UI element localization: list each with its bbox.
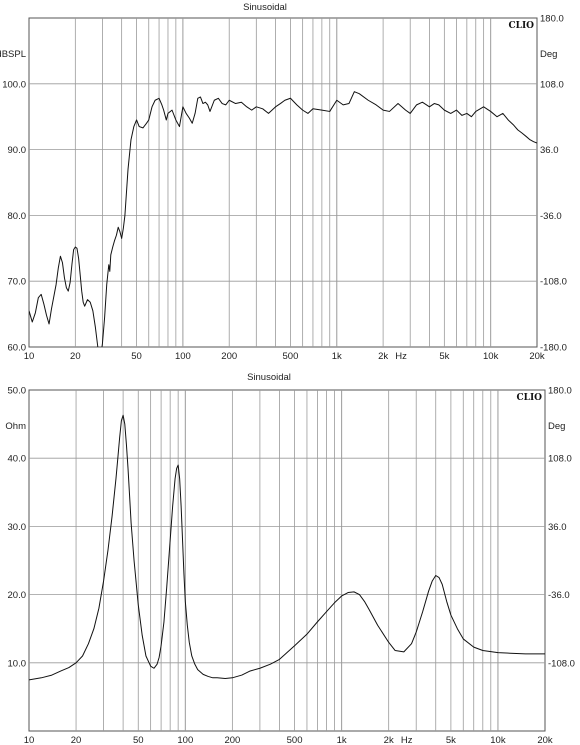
x-tick-label: 2k: [384, 735, 394, 745]
y-tick-label: 90.0: [8, 145, 27, 156]
x-tick-label: 10k: [490, 735, 506, 745]
y-tick-label: 40.0: [8, 454, 27, 465]
x-tick-label: 10: [24, 735, 35, 745]
x-tick-label: 20k: [529, 351, 545, 362]
y-tick-label: 20.0: [8, 590, 27, 601]
chart-title: Sinusoidal: [243, 2, 287, 13]
y-right-tick-label: -180.0: [540, 343, 567, 354]
y-tick-label: 50.0: [8, 386, 27, 397]
x-tick-label: 10: [24, 351, 35, 362]
x-tick-label: 500: [287, 735, 303, 745]
x-tick-label: 50: [133, 735, 144, 745]
y-tick-label: 80.0: [8, 211, 27, 222]
y-right-tick-label: 108.0: [540, 79, 564, 90]
y-right-axis-label: Deg: [540, 49, 557, 60]
y-tick-label: 30.0: [8, 522, 27, 533]
y-right-tick-label: 108.0: [548, 454, 572, 465]
y-right-tick-label: -108.0: [540, 277, 567, 288]
y-right-tick-label: 180.0: [548, 386, 572, 397]
y-tick-label: 70.0: [8, 277, 27, 288]
y-right-tick-label: -108.0: [548, 658, 575, 669]
clio-brand-label: CLIO: [508, 21, 534, 31]
x-tick-label: 50: [131, 351, 142, 362]
x-unit-label: Hz: [395, 351, 407, 362]
x-tick-label: 5k: [446, 735, 456, 745]
x-tick-label: 100: [175, 351, 191, 362]
y-right-tick-label: -36.0: [548, 590, 570, 601]
x-tick-label: 20: [70, 351, 81, 362]
y-right-tick-label: 180.0: [540, 14, 564, 25]
plot-frame: [28, 389, 546, 732]
chart-title: Sinusoidal: [247, 372, 291, 383]
y-tick-label: 10.0: [8, 658, 27, 669]
plot-frame: [28, 17, 538, 348]
x-tick-label: 200: [224, 735, 240, 745]
y-axis-label: dBSPL: [0, 49, 26, 60]
y-right-tick-label: -36.0: [540, 211, 562, 222]
x-tick-label: 1k: [332, 351, 342, 362]
x-unit-label: Hz: [401, 735, 413, 745]
x-tick-label: 5k: [439, 351, 449, 362]
x-tick-label: 2k: [378, 351, 388, 362]
x-tick-label: 10k: [483, 351, 499, 362]
y-right-axis-label: Deg: [548, 421, 565, 432]
x-tick-label: 20: [71, 735, 82, 745]
x-tick-label: 20k: [537, 735, 553, 745]
series-line: [29, 91, 537, 347]
x-tick-label: 200: [221, 351, 237, 362]
y-tick-label: 100.0: [2, 79, 26, 90]
series-line: [29, 414, 545, 681]
y-axis-label: Ohm: [5, 421, 26, 432]
clio-brand-label: CLIO: [516, 393, 542, 403]
y-right-tick-label: 36.0: [548, 522, 567, 533]
y-right-tick-label: 36.0: [540, 145, 559, 156]
x-tick-label: 500: [283, 351, 299, 362]
y-tick-label: 60.0: [8, 343, 27, 354]
x-tick-label: 100: [177, 735, 193, 745]
x-tick-label: 1k: [337, 735, 347, 745]
